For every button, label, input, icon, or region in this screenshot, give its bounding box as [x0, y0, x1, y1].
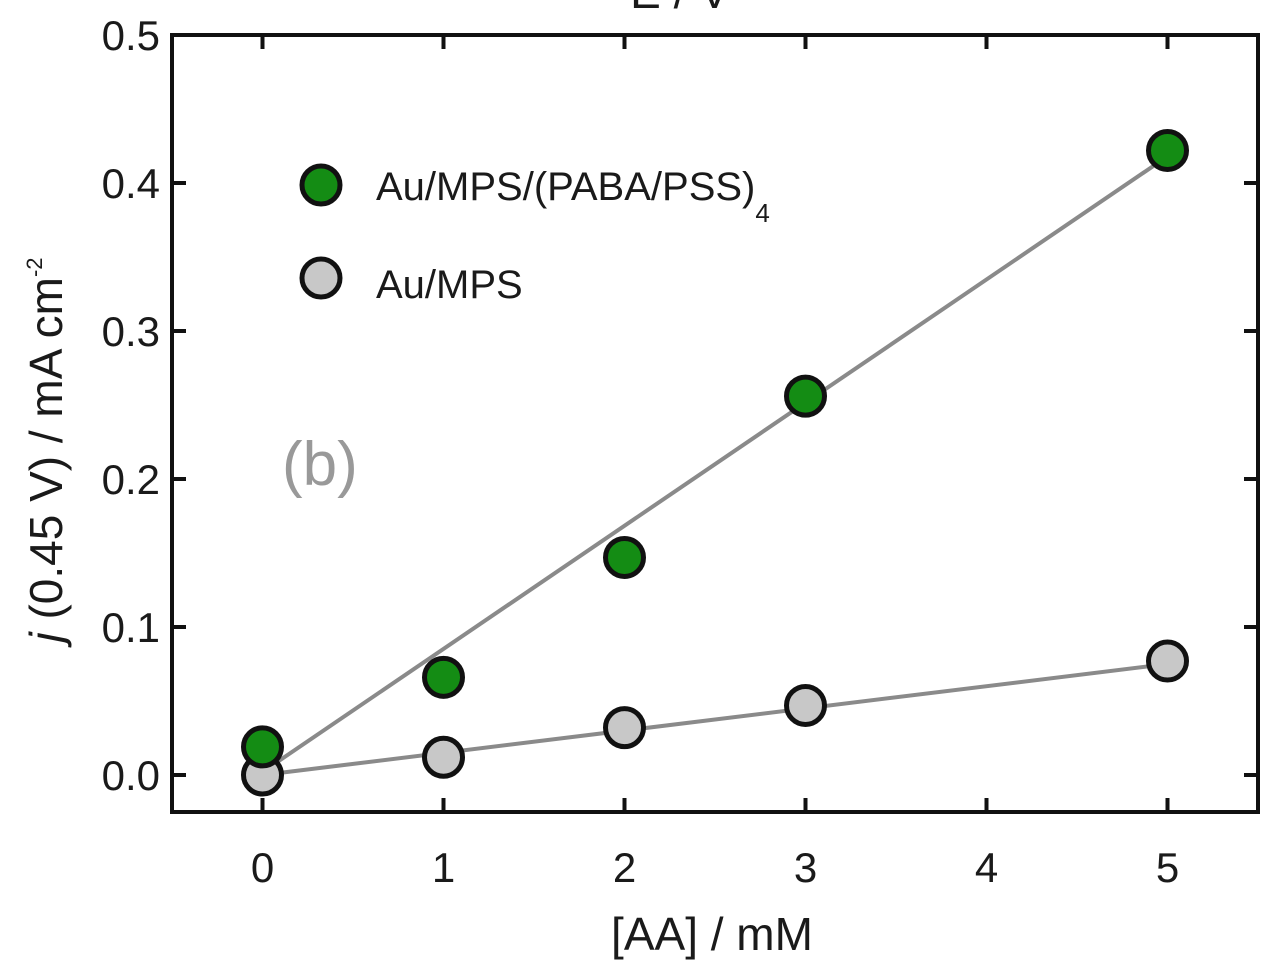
x-tick-label: 3	[794, 844, 817, 891]
legend: Au/MPS/(PABA/PSS)4 Au/MPS	[299, 163, 770, 307]
legend-label-0-subscript: 4	[755, 198, 769, 228]
x-tick-label: 2	[613, 844, 636, 891]
data-point-series-0	[784, 374, 827, 418]
y-axis-title-main: (0.45 V) / mA cm	[20, 277, 72, 632]
panel-label: (b)	[282, 430, 358, 499]
x-tick-label: 1	[432, 844, 455, 891]
data-point-series-1	[603, 706, 646, 750]
data-point-series-1	[784, 683, 827, 727]
plot-frame	[170, 33, 1260, 814]
fit-lines	[261, 154, 1169, 777]
legend-marker-1	[299, 256, 343, 300]
x-axis-title: [AA] / mM	[611, 908, 813, 960]
y-tick-label: 0.2	[102, 456, 160, 503]
fit-line-series-1	[262, 662, 1168, 777]
data-point-series-0	[241, 725, 284, 769]
legend-marker-0	[299, 163, 343, 207]
legend-label-0-main: Au/MPS/(PABA/PSS)	[376, 165, 755, 209]
fit-line-series-0	[261, 154, 1169, 774]
axis-ticks	[172, 33, 1258, 812]
y-tick-label: 0.1	[102, 604, 160, 651]
x-tick-label: 4	[975, 844, 998, 891]
y-tick-label: 0.5	[102, 12, 160, 59]
data-points	[241, 128, 1189, 797]
data-point-series-1	[422, 735, 465, 779]
data-point-series-0	[1146, 128, 1189, 172]
y-tick-label: 0.3	[102, 308, 160, 355]
y-axis-title-superscript: -2	[22, 257, 47, 277]
legend-label-0: Au/MPS/(PABA/PSS)4	[376, 165, 770, 228]
x-tick-label: 0	[251, 844, 274, 891]
top-axis-label: E / V	[630, 0, 730, 18]
y-axis-title: j (0.45 V) / mA cm-2	[20, 257, 72, 648]
y-tick-label: 0.0	[102, 752, 160, 799]
x-tick-labels: 0 1 2 3 4 5	[251, 844, 1179, 891]
data-point-series-0	[422, 655, 465, 699]
y-tick-label: 0.4	[102, 160, 160, 207]
data-point-series-1	[1146, 639, 1189, 683]
legend-label-1: Au/MPS	[376, 263, 523, 307]
data-point-series-0	[603, 535, 646, 579]
x-tick-label: 5	[1156, 844, 1179, 891]
y-tick-labels: 0.0 0.1 0.2 0.3 0.4 0.5	[102, 12, 160, 799]
